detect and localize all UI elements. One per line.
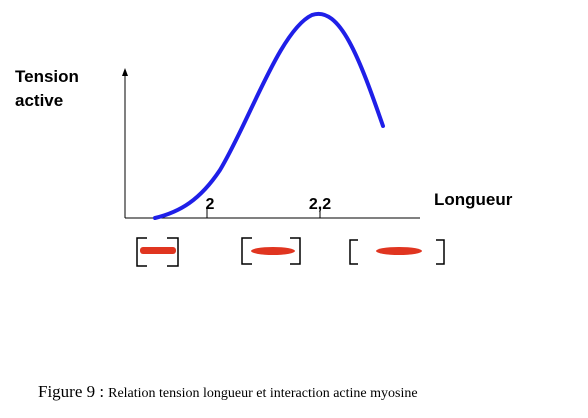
filament — [140, 247, 176, 254]
caption-text: Relation tension longueur et interaction… — [108, 386, 417, 401]
tension-curve — [153, 11, 385, 220]
caption-prefix: Figure 9 : — [38, 382, 104, 401]
caption: Figure 9 : Relation tension longueur et … — [38, 382, 418, 401]
sarcomere-optimal — [241, 237, 301, 265]
y-label: active — [15, 91, 63, 110]
tick-label: 2 — [206, 196, 215, 213]
y-label: Tension — [15, 67, 79, 86]
sarcomere-short — [136, 237, 179, 267]
filament — [251, 247, 295, 255]
tick-label: 2,2 — [309, 196, 331, 213]
x-label: Longueur — [434, 190, 513, 209]
sarcomere-long — [349, 239, 445, 265]
filament — [376, 247, 422, 255]
y-axis-arrow — [122, 68, 128, 76]
